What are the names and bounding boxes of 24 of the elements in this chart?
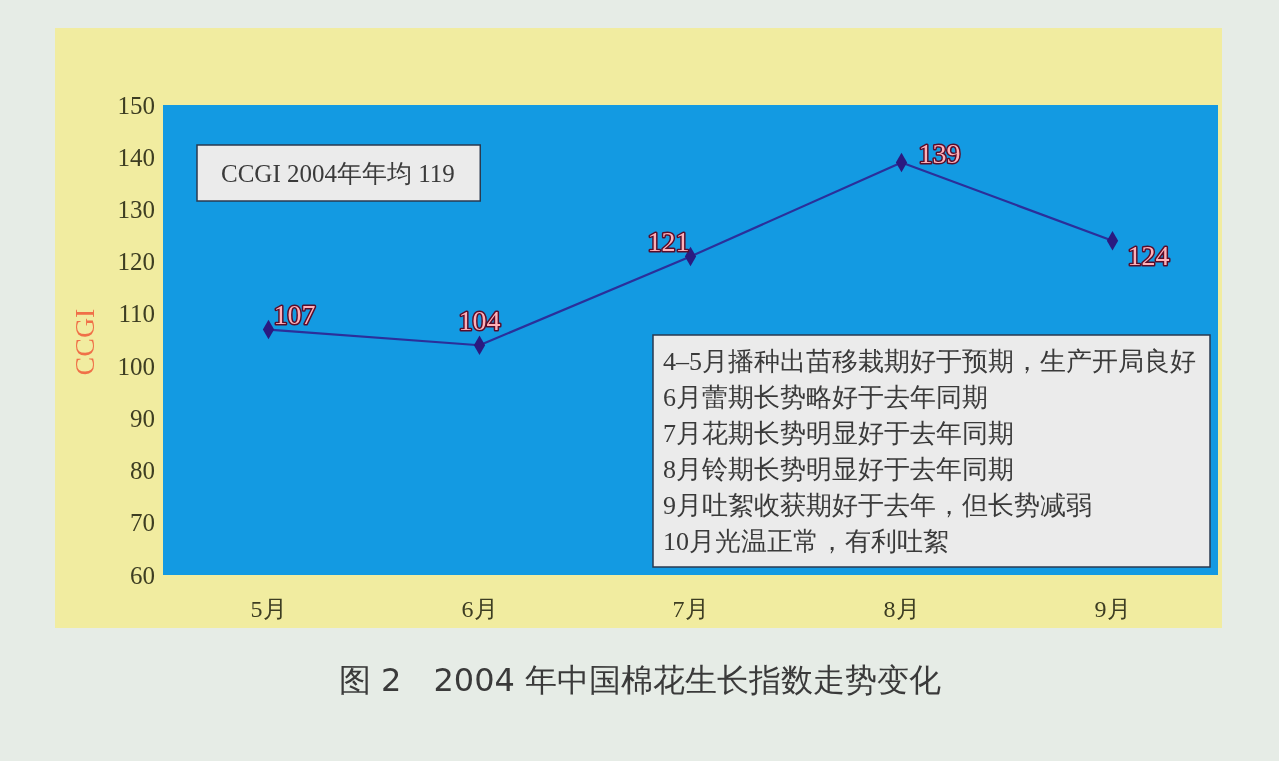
y-tick-label: 140 [117, 143, 155, 171]
y-tick-label: 90 [130, 404, 155, 432]
x-tick-label: 5月 [250, 596, 287, 622]
y-tick-label: 70 [130, 509, 155, 537]
x-tick-label: 7月 [672, 596, 709, 622]
data-label: 107 [273, 298, 316, 330]
y-tick-label: 110 [118, 300, 155, 328]
text: 图 2 2004 年中国棉花生长指数走势变化 [338, 661, 942, 699]
x-tick-label: 9月 [1094, 596, 1131, 622]
y-tick-label: 60 [130, 561, 155, 589]
y-tick-label: 80 [130, 457, 155, 485]
x-tick-label: 6月 [461, 596, 498, 622]
y-tick-label: 150 [117, 91, 155, 119]
y-tick-label: 120 [117, 248, 155, 276]
data-label: 139 [918, 137, 961, 169]
y-tick-label: 130 [117, 195, 155, 223]
y-tick-label: 100 [117, 352, 155, 380]
annotation: CCGI 2004年年均 119 [221, 159, 455, 187]
annotation: 4–5月播种出苗移栽期好于预期，生产开局良好 6月蕾期长势略好于去年同期 7月花期长势明显好于去年同期 8月铃期长势明显好于去年同期 9月吐絮收获期好于去年，但长势减弱 10月光温正常，有利吐絮 [663, 346, 1196, 556]
x-tick-label: 8月 [883, 596, 920, 622]
y-axis-title: CCGI [68, 308, 100, 376]
data-label: 124 [1127, 240, 1170, 272]
data-label: 104 [458, 304, 501, 336]
data-label: 121 [647, 225, 690, 257]
